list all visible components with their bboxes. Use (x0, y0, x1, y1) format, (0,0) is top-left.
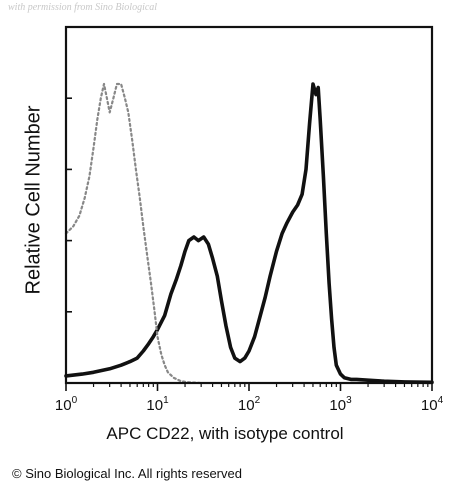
x-tick-label: 100 (55, 395, 78, 414)
x-tick-label: 103 (329, 395, 352, 414)
x-axis-label: APC CD22, with isotype control (106, 424, 344, 443)
x-tick-label: 102 (238, 395, 261, 414)
plot-frame (64, 25, 434, 385)
y-axis-label: Relative Cell Number (22, 105, 45, 295)
isotype-control-curve (64, 82, 203, 385)
watermark-text: with permission from Sino Biological (8, 2, 158, 13)
x-tick-label: 104 (421, 395, 444, 414)
x-tick-label: 101 (146, 395, 169, 414)
copyright-notice: © Sino Biological Inc. All rights reserv… (12, 466, 242, 481)
cd22-stained-curve (64, 82, 434, 385)
